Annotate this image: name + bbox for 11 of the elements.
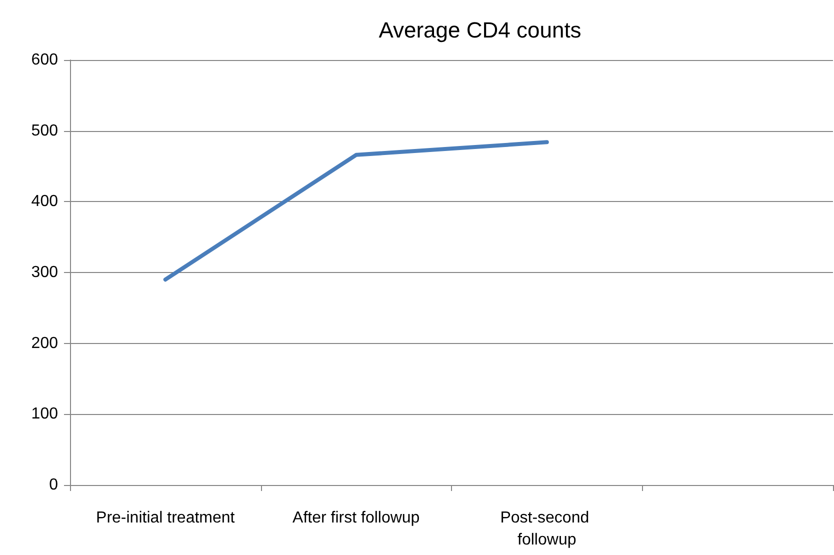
y-tick-label: 400 [31,193,58,210]
y-tick-label: 100 [31,406,58,423]
y-tick-label: 200 [31,334,58,352]
y-tick-label: 300 [31,264,58,281]
y-tick-label: 500 [31,122,58,140]
x-tick-label: Pre-initial treatment [96,510,236,526]
x-tick-label: After first followup [292,510,420,526]
y-tick-label: 0 [49,476,58,494]
y-tick-label: 600 [31,52,58,68]
chart-title: Average CD4 counts [378,18,582,42]
x-tick-label: Post-second followup [500,510,594,548]
